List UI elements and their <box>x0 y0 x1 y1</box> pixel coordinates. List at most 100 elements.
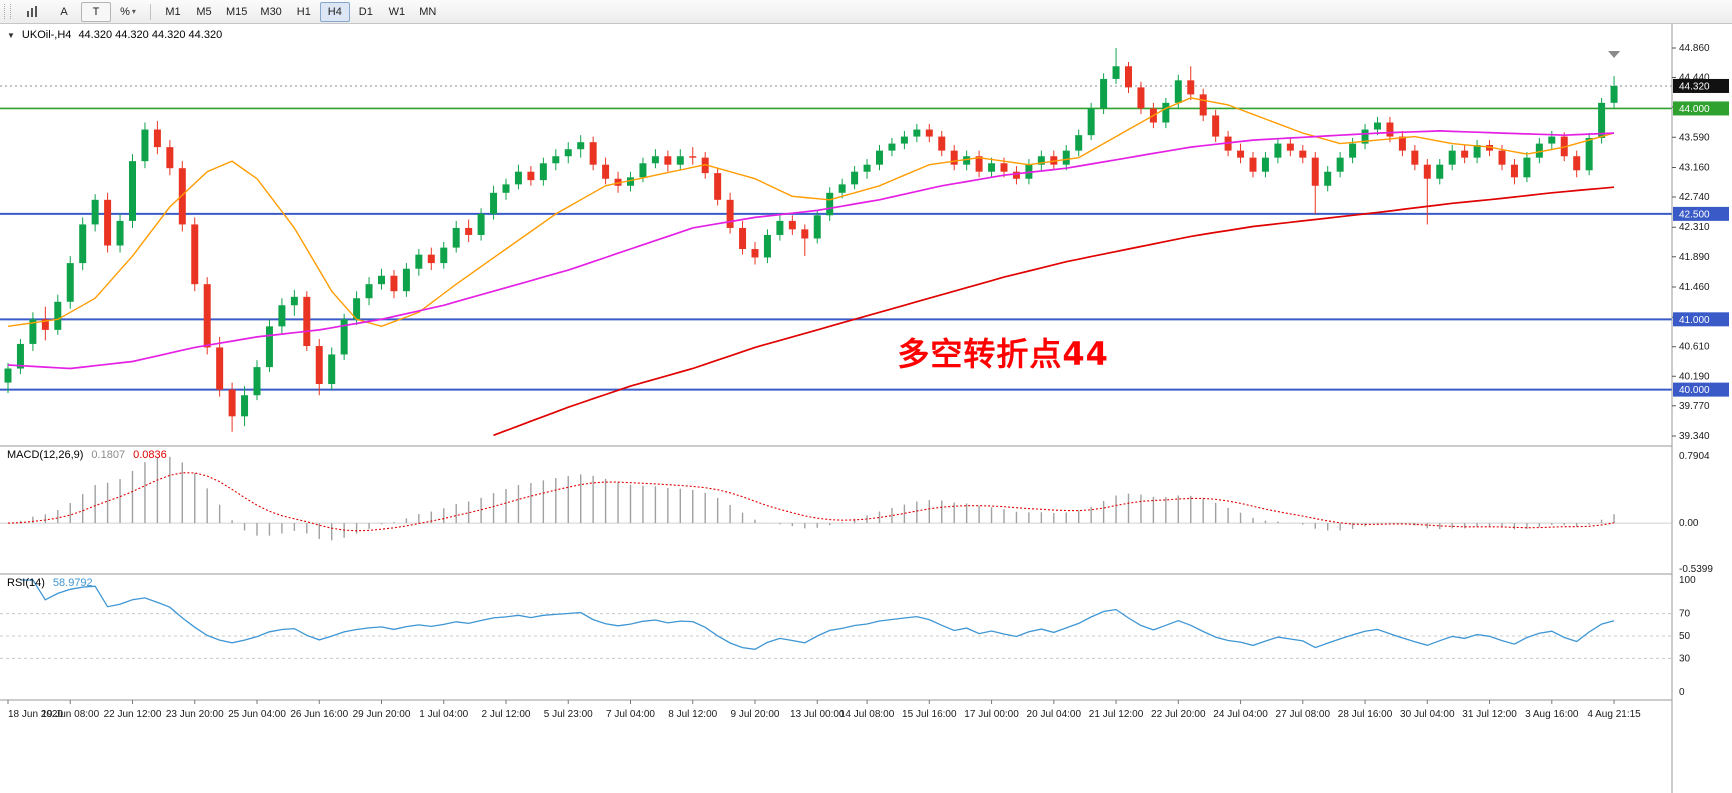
svg-text:30 Jul 04:00: 30 Jul 04:00 <box>1400 709 1455 720</box>
svg-text:0.00: 0.00 <box>1679 518 1699 529</box>
chart-title: ▼ UKOil-,H4 44.320 44.320 44.320 44.320 <box>7 29 222 41</box>
timeframe-w1-button[interactable]: W1 <box>388 5 406 18</box>
svg-text:44.320: 44.320 <box>1679 81 1710 92</box>
ma-fast-orange <box>7 97 1615 328</box>
rsi-panel <box>0 579 1672 659</box>
svg-text:26 Jun 16:00: 26 Jun 16:00 <box>290 709 348 720</box>
svg-text:24 Jul 04:00: 24 Jul 04:00 <box>1213 709 1268 720</box>
top-toolbar: A T % ▾ M1 M5 M15 M30 H1 H4 D1 W1 MN <box>0 0 1732 24</box>
svg-text:13 Jul 00:00: 13 Jul 00:00 <box>790 709 845 720</box>
percent-label: % <box>120 5 130 18</box>
svg-text:41.460: 41.460 <box>1679 282 1710 293</box>
timeframe-group: M1 M5 M15 M30 H1 H4 D1 W1 MN <box>158 1 443 22</box>
macd-indicator-label: MACD(12,26,9) 0.1807 0.0836 <box>7 449 167 461</box>
price-level-badge <box>1673 101 1729 116</box>
svg-text:4 Aug 21:15: 4 Aug 21:15 <box>1587 709 1641 720</box>
timeframe-m1-button[interactable]: M1 <box>165 5 181 18</box>
price-axis[interactable]: 44.86044.44044.02043.59043.16042.74042.3… <box>1671 24 1732 793</box>
svg-text:23 Jun 20:00: 23 Jun 20:00 <box>166 709 224 720</box>
svg-text:7 Jul 04:00: 7 Jul 04:00 <box>606 709 655 720</box>
svg-text:3 Aug 16:00: 3 Aug 16:00 <box>1525 709 1579 720</box>
timeframe-m5-button[interactable]: M5 <box>196 5 212 18</box>
panel-separators[interactable] <box>0 445 1732 701</box>
svg-text:39.340: 39.340 <box>1679 431 1710 442</box>
svg-text:15 Jul 16:00: 15 Jul 16:00 <box>902 709 957 720</box>
svg-text:9 Jul 20:00: 9 Jul 20:00 <box>731 709 780 720</box>
svg-text:31 Jul 12:00: 31 Jul 12:00 <box>1462 709 1517 720</box>
svg-text:40.610: 40.610 <box>1679 342 1710 353</box>
svg-text:21 Jul 12:00: 21 Jul 12:00 <box>1089 709 1144 720</box>
svg-text:39.770: 39.770 <box>1679 401 1710 412</box>
svg-text:2 Jul 12:00: 2 Jul 12:00 <box>482 709 531 720</box>
candles-layer <box>4 48 1621 432</box>
price-level-badge <box>1673 382 1729 397</box>
toolbar-separator <box>150 3 151 20</box>
chart-ohlc-values: 44.320 44.320 44.320 44.320 <box>78 29 223 41</box>
svg-text:43.590: 43.590 <box>1679 132 1710 143</box>
svg-text:0.7904: 0.7904 <box>1679 451 1710 462</box>
macd-panel <box>0 456 1672 541</box>
svg-text:42.310: 42.310 <box>1679 222 1710 233</box>
price-level-badge <box>1673 206 1729 221</box>
timeframe-m15-button[interactable]: M15 <box>226 5 248 18</box>
svg-text:44.440: 44.440 <box>1679 73 1710 84</box>
svg-text:29 Jun 20:00: 29 Jun 20:00 <box>353 709 411 720</box>
svg-text:40.000: 40.000 <box>1679 385 1710 396</box>
rsi-value: 58.9792 <box>52 577 93 589</box>
svg-text:20 Jul 04:00: 20 Jul 04:00 <box>1027 709 1082 720</box>
chart-shift-marker <box>1608 51 1621 58</box>
chevron-down-icon: ▾ <box>131 7 136 16</box>
svg-text:40.190: 40.190 <box>1679 371 1710 382</box>
timeframe-h4-button[interactable]: H4 <box>319 1 350 22</box>
toolbar-grip-handle[interactable] <box>4 4 11 19</box>
timeframe-m30-button[interactable]: M30 <box>260 5 282 18</box>
svg-text:30: 30 <box>1679 653 1691 664</box>
svg-text:17 Jul 00:00: 17 Jul 00:00 <box>964 709 1019 720</box>
bar-chart-icon-button[interactable] <box>17 2 47 22</box>
svg-text:5 Jul 23:00: 5 Jul 23:00 <box>544 709 593 720</box>
svg-text:8 Jul 12:00: 8 Jul 12:00 <box>668 709 717 720</box>
svg-text:42.740: 42.740 <box>1679 192 1710 203</box>
svg-text:14 Jul 08:00: 14 Jul 08:00 <box>840 709 895 720</box>
ma-mid-magenta <box>7 130 1615 370</box>
svg-text:41.000: 41.000 <box>1679 315 1710 326</box>
chart-symbol-label: UKOil-,H4 <box>21 29 72 41</box>
svg-text:44.000: 44.000 <box>1679 104 1710 115</box>
moving-averages-layer <box>7 97 1615 437</box>
percent-tool-button[interactable]: % ▾ <box>113 2 143 22</box>
svg-text:18 Jun 2020: 18 Jun 2020 <box>8 709 63 720</box>
svg-text:50: 50 <box>1679 631 1691 642</box>
svg-text:0: 0 <box>1679 687 1685 698</box>
macd-signal-value: 0.0836 <box>133 449 167 461</box>
svg-text:70: 70 <box>1679 609 1691 620</box>
rsi-indicator-label: RSI(14) 58.9792 <box>7 577 93 589</box>
svg-text:42.500: 42.500 <box>1679 209 1710 220</box>
svg-text:28 Jul 16:00: 28 Jul 16:00 <box>1338 709 1393 720</box>
svg-text:27 Jul 08:00: 27 Jul 08:00 <box>1276 709 1331 720</box>
macd-main-value: 0.1807 <box>91 449 126 461</box>
svg-text:100: 100 <box>1679 575 1696 586</box>
timeframe-d1-button[interactable]: D1 <box>358 5 373 18</box>
annotate-a-button[interactable]: A <box>60 5 68 18</box>
timeframe-h1-button[interactable]: H1 <box>296 5 311 18</box>
rsi-name: RSI(14) <box>7 577 45 589</box>
svg-text:44.860: 44.860 <box>1679 43 1710 54</box>
svg-text:25 Jun 04:00: 25 Jun 04:00 <box>228 709 286 720</box>
svg-text:19 Jun 08:00: 19 Jun 08:00 <box>41 709 99 720</box>
macd-name: MACD(12,26,9) <box>7 449 84 461</box>
svg-text:41.890: 41.890 <box>1679 252 1710 263</box>
bar-chart-icon <box>26 6 37 17</box>
svg-text:1 Jul 04:00: 1 Jul 04:00 <box>419 709 468 720</box>
svg-text:22 Jul 20:00: 22 Jul 20:00 <box>1151 709 1206 720</box>
current-price-badge <box>1673 78 1729 93</box>
collapse-triangle-icon[interactable]: ▼ <box>7 30 15 40</box>
svg-text:22 Jun 12:00: 22 Jun 12:00 <box>104 709 162 720</box>
ma-slow-red <box>493 186 1615 437</box>
chart-annotation-text: 多空转折点44 <box>897 335 1109 374</box>
timeframe-mn-button[interactable]: MN <box>419 5 437 18</box>
text-tool-button[interactable]: T <box>81 1 111 22</box>
svg-text:43.160: 43.160 <box>1679 162 1710 173</box>
